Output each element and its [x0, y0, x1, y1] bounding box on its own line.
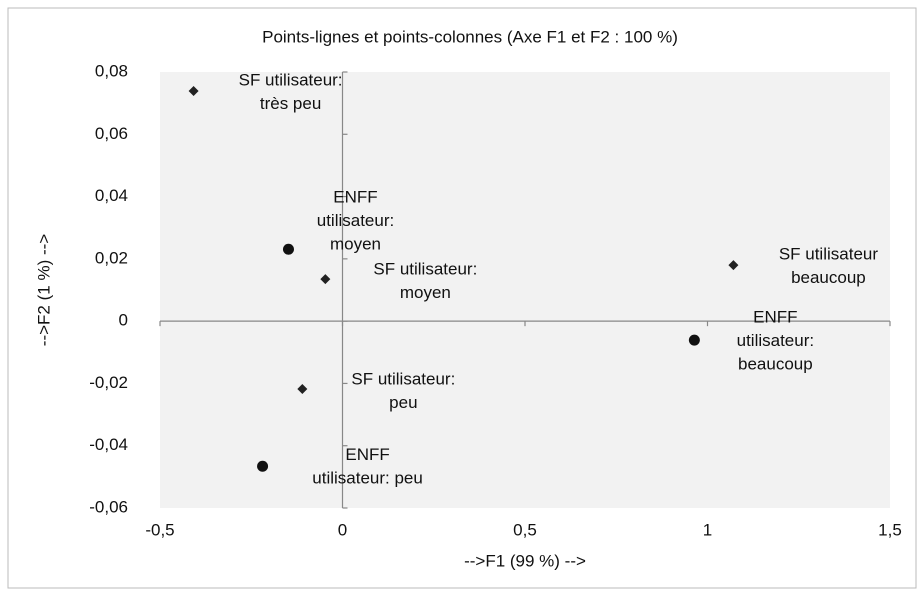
point-label: ENFF [333, 188, 377, 207]
x-tick-label: 0,5 [513, 520, 537, 539]
chart-title: Points-lignes et points-colonnes (Axe F1… [262, 27, 678, 46]
point-label: utilisateur: [317, 211, 394, 230]
x-tick-label: 0 [338, 520, 347, 539]
y-tick-label: 0,04 [95, 186, 128, 205]
y-tick-label: -0,04 [89, 435, 128, 454]
x-tick-label: 1 [703, 520, 712, 539]
point [257, 460, 269, 472]
point [297, 384, 308, 395]
point-label: utilisateur: [737, 331, 814, 350]
y-tick-label: 0,06 [95, 124, 128, 143]
point-label: beaucoup [791, 268, 866, 287]
y-tick-label: 0,02 [95, 248, 128, 267]
point-label: SF utilisateur: [351, 370, 455, 389]
point-label: SF utilisateur: [239, 70, 343, 89]
point [320, 274, 331, 285]
point-label: beaucoup [738, 355, 813, 374]
y-tick-label: 0 [119, 311, 128, 330]
point [282, 243, 294, 255]
point-label: ENFF [753, 308, 797, 327]
point [688, 334, 700, 346]
point-label: SF utilisateur [779, 245, 879, 264]
x-tick-label: -0,5 [145, 520, 174, 539]
y-tick-label: 0,08 [95, 61, 128, 80]
point-label: SF utilisateur: [373, 260, 477, 279]
x-axis-title: -->F1 (99 %) --> [464, 551, 586, 570]
point-label: peu [389, 393, 417, 412]
y-tick-label: -0,02 [89, 373, 128, 392]
y-axis-title: -->F2 (1 %) --> [34, 234, 53, 346]
point-label: moyen [400, 283, 451, 302]
plot-area [160, 72, 890, 508]
point-label: ENFF [345, 445, 389, 464]
y-tick-label: -0,06 [89, 497, 128, 516]
point-label: utilisateur: peu [312, 468, 423, 487]
point-label: très peu [260, 94, 321, 113]
point [728, 260, 739, 271]
point [188, 85, 199, 96]
x-tick-label: 1,5 [878, 520, 902, 539]
point-label: moyen [330, 235, 381, 254]
